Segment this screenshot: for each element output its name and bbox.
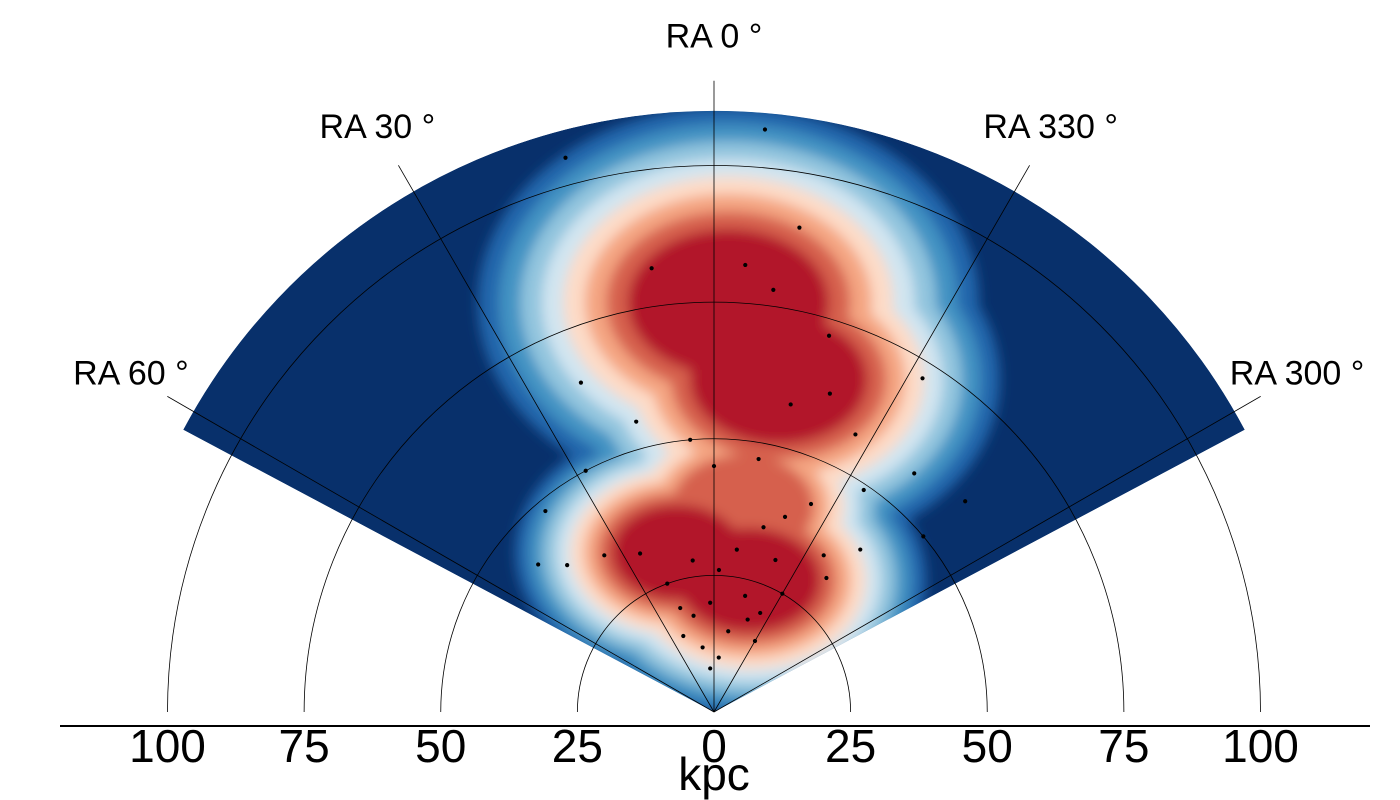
- star-markers: [536, 127, 968, 671]
- star-point-32: [637, 551, 643, 556]
- star-point-2: [797, 225, 802, 230]
- star-point-45: [708, 600, 713, 605]
- star-point-44: [858, 547, 863, 552]
- star-point-33: [602, 553, 607, 558]
- ra-spoke-3: [713, 165, 1030, 713]
- star-point-9: [788, 402, 793, 407]
- tick-label-right-50: 50: [962, 720, 1013, 772]
- ra-spoke-4: [713, 396, 1261, 713]
- star-point-15: [756, 456, 761, 462]
- star-point-34: [565, 563, 570, 568]
- tick-label-left-75: 75: [279, 720, 330, 772]
- star-point-28: [716, 655, 721, 660]
- star-point-39: [700, 645, 705, 650]
- star-point-21: [782, 514, 788, 519]
- star-point-12: [583, 468, 588, 473]
- star-point-10: [578, 380, 584, 385]
- star-point-41: [758, 610, 763, 616]
- star-point-24: [780, 591, 785, 596]
- ra-spoke-0: [167, 396, 715, 713]
- star-point-49: [761, 525, 766, 530]
- star-point-11: [634, 419, 639, 424]
- polar-grid: RA 60 ° RA 30 ° RA 0 ° RA 330 ° RA 300 °: [73, 18, 1365, 713]
- tick-label-right-25: 25: [825, 720, 876, 772]
- star-point-37: [678, 605, 683, 611]
- star-point-48: [734, 547, 739, 552]
- star-point-17: [861, 487, 866, 493]
- star-point-25: [773, 557, 778, 563]
- star-point-23: [824, 575, 829, 581]
- tick-label-left-25: 25: [552, 720, 603, 772]
- star-point-38: [681, 633, 686, 639]
- star-point-47: [716, 567, 722, 573]
- star-point-30: [691, 613, 696, 618]
- star-point-27: [726, 629, 731, 634]
- star-point-40: [745, 617, 750, 622]
- ra-label-1: RA 30 °: [320, 108, 436, 146]
- heatmap-contours: [477, 110, 1000, 713]
- star-point-26: [743, 593, 748, 598]
- star-point-7: [920, 376, 925, 381]
- star-point-22: [921, 534, 926, 539]
- star-point-18: [912, 471, 917, 476]
- star-point-36: [536, 562, 541, 567]
- tick-label-left-50: 50: [415, 720, 466, 772]
- tick-label-right-100: 100: [1222, 720, 1299, 772]
- star-point-1: [563, 155, 568, 160]
- ra-spoke-1: [398, 165, 715, 713]
- ra-label-0: RA 60 °: [73, 354, 189, 392]
- star-point-31: [665, 581, 670, 586]
- ra-label-2: RA 0 °: [666, 18, 763, 56]
- star-point-14: [711, 463, 717, 469]
- star-point-16: [853, 432, 858, 437]
- tick-label-right-75: 75: [1098, 720, 1149, 772]
- tick-label-left-100: 100: [129, 720, 206, 772]
- star-point-29: [708, 666, 713, 671]
- star-point-42: [752, 638, 758, 644]
- star-point-35: [543, 508, 548, 514]
- star-point-46: [690, 558, 695, 563]
- star-point-19: [963, 499, 968, 504]
- star-point-6: [649, 266, 654, 271]
- star-point-5: [826, 333, 832, 338]
- ra-label-3: RA 330 °: [983, 108, 1118, 146]
- radial-tick-labels: 100 75 50 25 0 25 50 75 100: [129, 720, 1299, 772]
- star-point-3: [743, 262, 748, 268]
- star-point-4: [771, 287, 776, 292]
- density-contour-8-1: [690, 314, 868, 445]
- star-point-43: [821, 553, 826, 558]
- ra-label-4: RA 300 °: [1230, 354, 1365, 392]
- star-point-0: [762, 127, 768, 132]
- star-point-8: [827, 391, 832, 396]
- star-point-13: [688, 437, 693, 442]
- star-point-20: [808, 501, 814, 507]
- x-axis-title: kpc: [678, 748, 750, 800]
- tick-label-right-0: 0: [701, 720, 727, 772]
